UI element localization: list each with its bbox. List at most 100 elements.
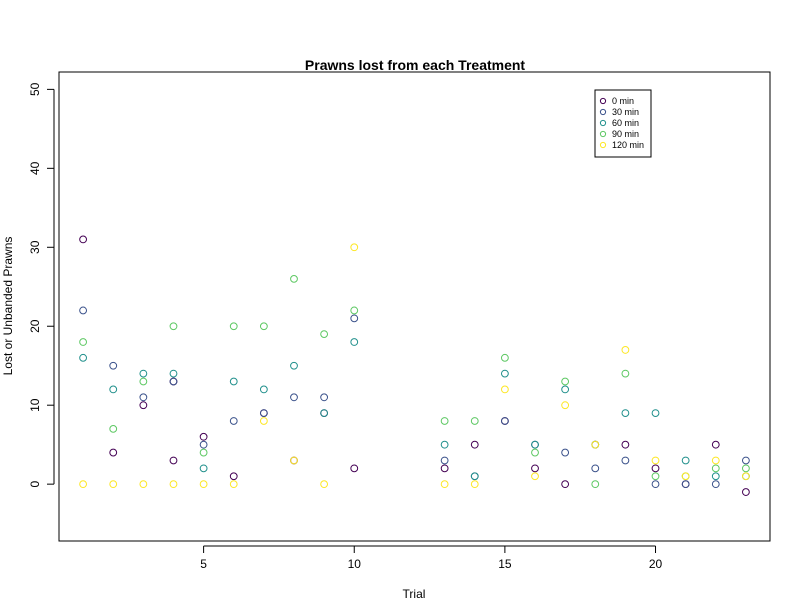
data-point	[320, 393, 329, 402]
data-point	[79, 353, 88, 362]
data-point	[290, 393, 298, 402]
data-point	[169, 369, 178, 378]
data-point	[229, 322, 238, 331]
data-point	[199, 432, 208, 441]
series-30-min	[79, 306, 750, 489]
data-point	[470, 417, 479, 425]
legend-label: 30 min	[612, 107, 639, 117]
legend-box	[594, 89, 652, 158]
series-90-min	[79, 274, 750, 489]
data-point	[199, 440, 208, 449]
data-point	[711, 472, 720, 481]
data-point	[561, 385, 570, 394]
y-tick-label: 40	[28, 161, 42, 175]
data-point	[681, 480, 690, 489]
data-point	[139, 480, 148, 489]
y-tick-label: 10	[28, 398, 42, 412]
data-point	[561, 448, 570, 457]
data-point	[320, 409, 329, 417]
data-point	[621, 346, 630, 354]
data-point	[320, 480, 329, 489]
legend-label: 60 min	[612, 118, 639, 128]
data-point	[169, 377, 178, 386]
chart-title: Prawns lost from each Treatment	[305, 57, 526, 73]
legend-marker	[599, 108, 607, 116]
data-point	[350, 306, 359, 315]
data-point	[350, 464, 359, 473]
data-point	[621, 369, 630, 378]
data-point	[350, 314, 359, 323]
legend-marker	[599, 141, 607, 149]
data-point	[139, 393, 148, 402]
data-point	[651, 480, 660, 489]
data-point	[470, 472, 479, 481]
data-point	[320, 330, 329, 339]
data-point	[591, 480, 600, 489]
data-point	[711, 464, 720, 473]
data-point	[741, 488, 750, 496]
data-point	[229, 377, 238, 386]
data-point	[440, 456, 449, 465]
series-0-min	[79, 235, 750, 496]
data-point	[259, 417, 268, 425]
series-60-min	[79, 338, 750, 481]
data-point	[681, 456, 690, 465]
data-point	[79, 306, 88, 315]
data-point	[591, 440, 600, 449]
data-point	[741, 464, 750, 473]
data-point	[199, 480, 208, 489]
data-point	[109, 480, 118, 489]
data-point	[500, 417, 509, 425]
data-point	[561, 401, 570, 410]
data-point	[79, 480, 88, 489]
data-point	[229, 472, 238, 481]
legend-marker	[599, 130, 607, 138]
legend-marker	[599, 97, 607, 105]
data-point	[169, 456, 178, 465]
data-point	[500, 385, 509, 394]
data-point	[651, 409, 660, 417]
data-point	[79, 235, 88, 244]
data-point	[651, 464, 660, 473]
data-point	[290, 456, 298, 465]
data-point	[470, 440, 479, 449]
data-point	[621, 409, 630, 417]
data-point	[139, 377, 148, 386]
data-point	[109, 361, 118, 370]
data-point	[169, 480, 178, 489]
series-120-min	[79, 243, 750, 489]
y-tick-label: 0	[28, 480, 42, 487]
data-point	[711, 480, 720, 489]
data-point	[561, 480, 570, 489]
data-point	[711, 440, 720, 449]
data-point	[741, 472, 750, 481]
x-axis-label: Trial	[403, 587, 426, 600]
data-point	[500, 353, 509, 362]
y-axis: 0 10 20 30 40 50	[28, 82, 55, 487]
data-point	[651, 472, 660, 481]
data-point	[199, 448, 208, 457]
data-point	[470, 480, 479, 489]
data-point	[531, 472, 539, 481]
data-point	[290, 274, 298, 283]
data-point	[350, 338, 359, 346]
y-tick-label: 20	[28, 319, 42, 333]
y-tick-label: 30	[28, 240, 42, 254]
data-point	[109, 424, 118, 433]
plot-area-border	[58, 71, 771, 542]
data-point	[741, 456, 750, 465]
x-tick-label: 10	[348, 557, 362, 571]
data-point	[109, 385, 118, 394]
data-point	[440, 480, 449, 489]
data-point	[621, 440, 630, 449]
data-point	[621, 456, 630, 465]
x-tick-label: 5	[200, 557, 207, 571]
legend-label: 120 min	[612, 140, 644, 150]
data-point	[290, 361, 298, 370]
legend-label: 90 min	[612, 129, 639, 139]
data-point	[229, 417, 238, 425]
data-point	[681, 472, 690, 481]
data-point	[169, 322, 178, 331]
